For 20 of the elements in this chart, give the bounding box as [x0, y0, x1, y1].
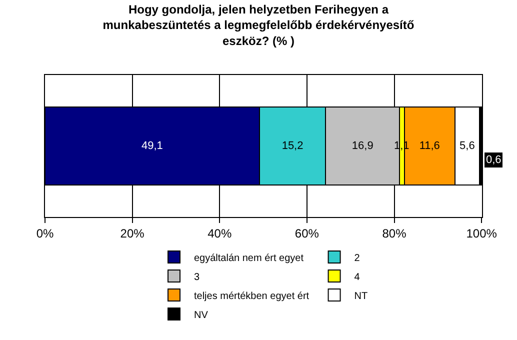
- chart-title: Hogy gondolja, jelen helyzetben Ferihegyen a munkabeszüntetés a legmegfelelőbb érdekérvényesítő eszköz? (% ): [102, 2, 414, 48]
- data-label: 16,9: [352, 140, 374, 152]
- data-label: 0,6: [486, 154, 502, 166]
- x-tick-label: 60%: [294, 226, 320, 240]
- x-tick-label: 20%: [120, 226, 145, 240]
- data-label: 15,2: [282, 140, 304, 152]
- legend-label: teljes mértékben egyet ért: [194, 290, 310, 302]
- legend-label: 4: [354, 272, 360, 283]
- x-tick-label: 0%: [36, 226, 54, 240]
- data-label: 11,6: [419, 140, 440, 152]
- legend-label: NT: [354, 290, 368, 302]
- data-label: 5,6: [460, 140, 475, 152]
- legend-label: 2: [354, 252, 360, 264]
- x-tick-label: 40%: [208, 226, 232, 240]
- data-label: 49,1: [141, 140, 163, 152]
- x-tick-label: 100%: [466, 226, 498, 240]
- legend-label: NV: [194, 310, 208, 321]
- legend-label: 3: [194, 272, 200, 283]
- legend-label: egyáltalán nem ért egyet: [194, 252, 304, 264]
- x-tick-label: 80%: [382, 226, 407, 240]
